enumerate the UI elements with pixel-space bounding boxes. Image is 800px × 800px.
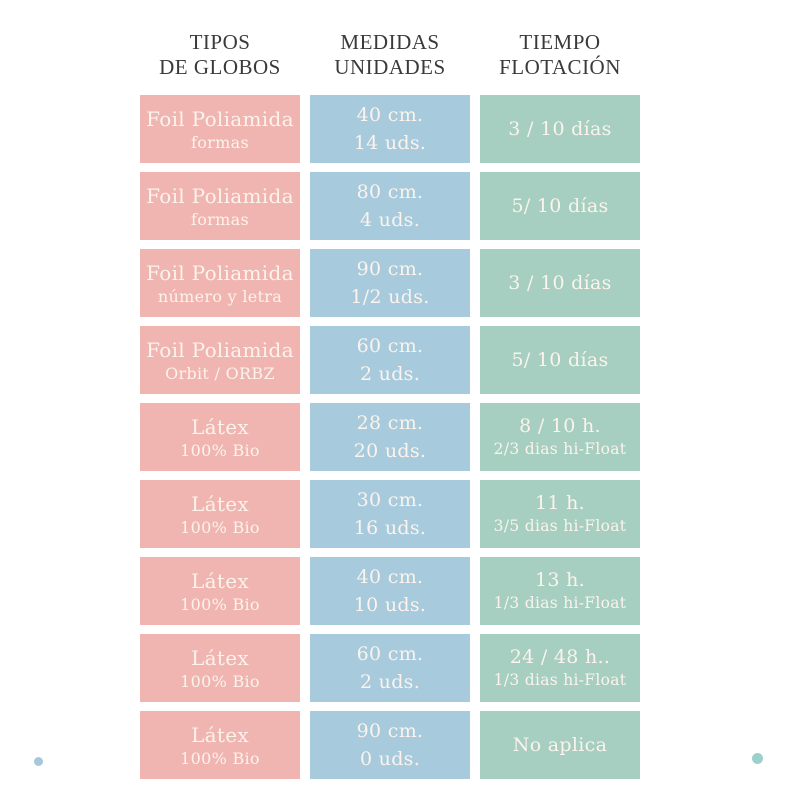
units-label: 16 uds.	[353, 517, 427, 539]
size-label: 30 cm.	[356, 489, 424, 511]
float-time-cell: 8 / 10 h. 2/3 dias hi-Float	[480, 403, 640, 471]
balloon-type-variant: Orbit / ORBZ	[165, 363, 275, 383]
balloon-type-cell: Foil Poliamida Orbit / ORBZ	[140, 326, 300, 394]
balloon-type-variant: 100% Bio	[180, 517, 260, 537]
balloon-type-label: Látex	[191, 491, 249, 516]
measure-cell: 80 cm. 4 uds.	[310, 172, 470, 240]
size-label: 60 cm.	[356, 643, 424, 665]
measure-cell: 30 cm. 16 uds.	[310, 480, 470, 548]
balloon-type-cell: Foil Poliamida número y letra	[140, 249, 300, 317]
units-label: 0 uds.	[359, 748, 421, 770]
measure-cell: 90 cm. 1/2 uds.	[310, 249, 470, 317]
float-time-label: No aplica	[512, 733, 608, 756]
balloon-type-variant: formas	[191, 209, 249, 229]
balloon-type-cell: Látex 100% Bio	[140, 403, 300, 471]
float-time-label: 13 h.	[535, 569, 585, 591]
measure-cell: 40 cm. 14 uds.	[310, 95, 470, 163]
column-header-line: DE GLOBOS	[159, 55, 281, 79]
float-time-label: 8 / 10 h.	[519, 415, 601, 437]
balloon-type-label: Foil Poliamida	[146, 183, 294, 208]
table-body: Foil Poliamida formas 40 cm. 14 uds. 3 / 10 …	[140, 95, 640, 779]
balloon-type-label: Látex	[191, 568, 249, 593]
column-header-tipos-de-globos: TIPOS DE GLOBOS	[140, 30, 300, 80]
size-label: 90 cm.	[356, 720, 424, 742]
units-label: 1/2 uds.	[350, 286, 430, 308]
float-note-label: 1/3 dias hi-Float	[493, 594, 627, 612]
float-time-label: 3 / 10 días	[508, 117, 612, 140]
float-time-cell: No aplica	[480, 711, 640, 779]
units-label: 14 uds.	[353, 132, 427, 154]
float-note-label: 1/3 dias hi-Float	[493, 671, 627, 689]
units-label: 10 uds.	[353, 594, 427, 616]
balloon-type-variant: 100% Bio	[180, 748, 260, 768]
float-time-cell: 5/ 10 días	[480, 172, 640, 240]
balloon-type-cell: Látex 100% Bio	[140, 480, 300, 548]
balloon-type-cell: Foil Poliamida formas	[140, 172, 300, 240]
float-note-label: 3/5 dias hi-Float	[493, 517, 627, 535]
size-label: 40 cm.	[356, 566, 424, 588]
float-time-label: 11 h.	[535, 492, 585, 514]
units-label: 2 uds.	[359, 363, 421, 385]
balloon-type-label: Foil Poliamida	[146, 337, 294, 362]
balloon-type-variant: 100% Bio	[180, 594, 260, 614]
balloon-type-variant: 100% Bio	[180, 671, 260, 691]
units-label: 4 uds.	[359, 209, 421, 231]
balloon-type-label: Látex	[191, 414, 249, 439]
units-label: 20 uds.	[353, 440, 427, 462]
column-header-line: TIEMPO	[519, 30, 601, 54]
float-time-label: 5/ 10 días	[511, 194, 609, 217]
balloon-type-cell: Foil Poliamida formas	[140, 95, 300, 163]
balloon-type-variant: número y letra	[157, 286, 283, 306]
float-time-label: 3 / 10 días	[508, 271, 612, 294]
size-label: 40 cm.	[356, 104, 424, 126]
balloon-type-cell: Látex 100% Bio	[140, 557, 300, 625]
balloon-type-label: Látex	[191, 722, 249, 747]
measure-cell: 60 cm. 2 uds.	[310, 326, 470, 394]
float-time-cell: 5/ 10 días	[480, 326, 640, 394]
column-header-line: TIPOS	[189, 30, 251, 54]
column-header-line: FLOTACIÓN	[499, 55, 621, 79]
column-header-tiempo-flotacion: TIEMPO FLOTACIÓN	[480, 30, 640, 80]
column-header-line: MEDIDAS	[340, 30, 440, 54]
float-time-cell: 11 h. 3/5 dias hi-Float	[480, 480, 640, 548]
balloon-type-variant: formas	[191, 132, 249, 152]
size-label: 80 cm.	[356, 181, 424, 203]
units-label: 2 uds.	[359, 671, 421, 693]
balloon-type-cell: Látex 100% Bio	[140, 634, 300, 702]
balloon-type-label: Foil Poliamida	[146, 106, 294, 131]
measure-cell: 60 cm. 2 uds.	[310, 634, 470, 702]
balloon-type-label: Látex	[191, 645, 249, 670]
float-time-label: 5/ 10 días	[511, 348, 609, 371]
float-time-cell: 3 / 10 días	[480, 249, 640, 317]
decorative-dot-right	[752, 753, 763, 764]
size-label: 60 cm.	[356, 335, 424, 357]
column-header-medidas-unidades: MEDIDAS UNIDADES	[310, 30, 470, 80]
balloon-type-variant: 100% Bio	[180, 440, 260, 460]
column-header-line: UNIDADES	[334, 55, 446, 79]
float-time-cell: 13 h. 1/3 dias hi-Float	[480, 557, 640, 625]
float-time-cell: 3 / 10 días	[480, 95, 640, 163]
balloon-type-cell: Látex 100% Bio	[140, 711, 300, 779]
float-note-label: 2/3 dias hi-Float	[493, 440, 627, 458]
measure-cell: 40 cm. 10 uds.	[310, 557, 470, 625]
float-time-cell: 24 / 48 h.. 1/3 dias hi-Float	[480, 634, 640, 702]
decorative-dot-left	[34, 757, 43, 766]
size-label: 28 cm.	[356, 412, 424, 434]
measure-cell: 28 cm. 20 uds.	[310, 403, 470, 471]
table-header: TIPOS DE GLOBOS MEDIDAS UNIDADES TIEMPO …	[140, 30, 640, 80]
size-label: 90 cm.	[356, 258, 424, 280]
measure-cell: 90 cm. 0 uds.	[310, 711, 470, 779]
balloon-type-label: Foil Poliamida	[146, 260, 294, 285]
float-time-label: 24 / 48 h..	[509, 646, 611, 668]
